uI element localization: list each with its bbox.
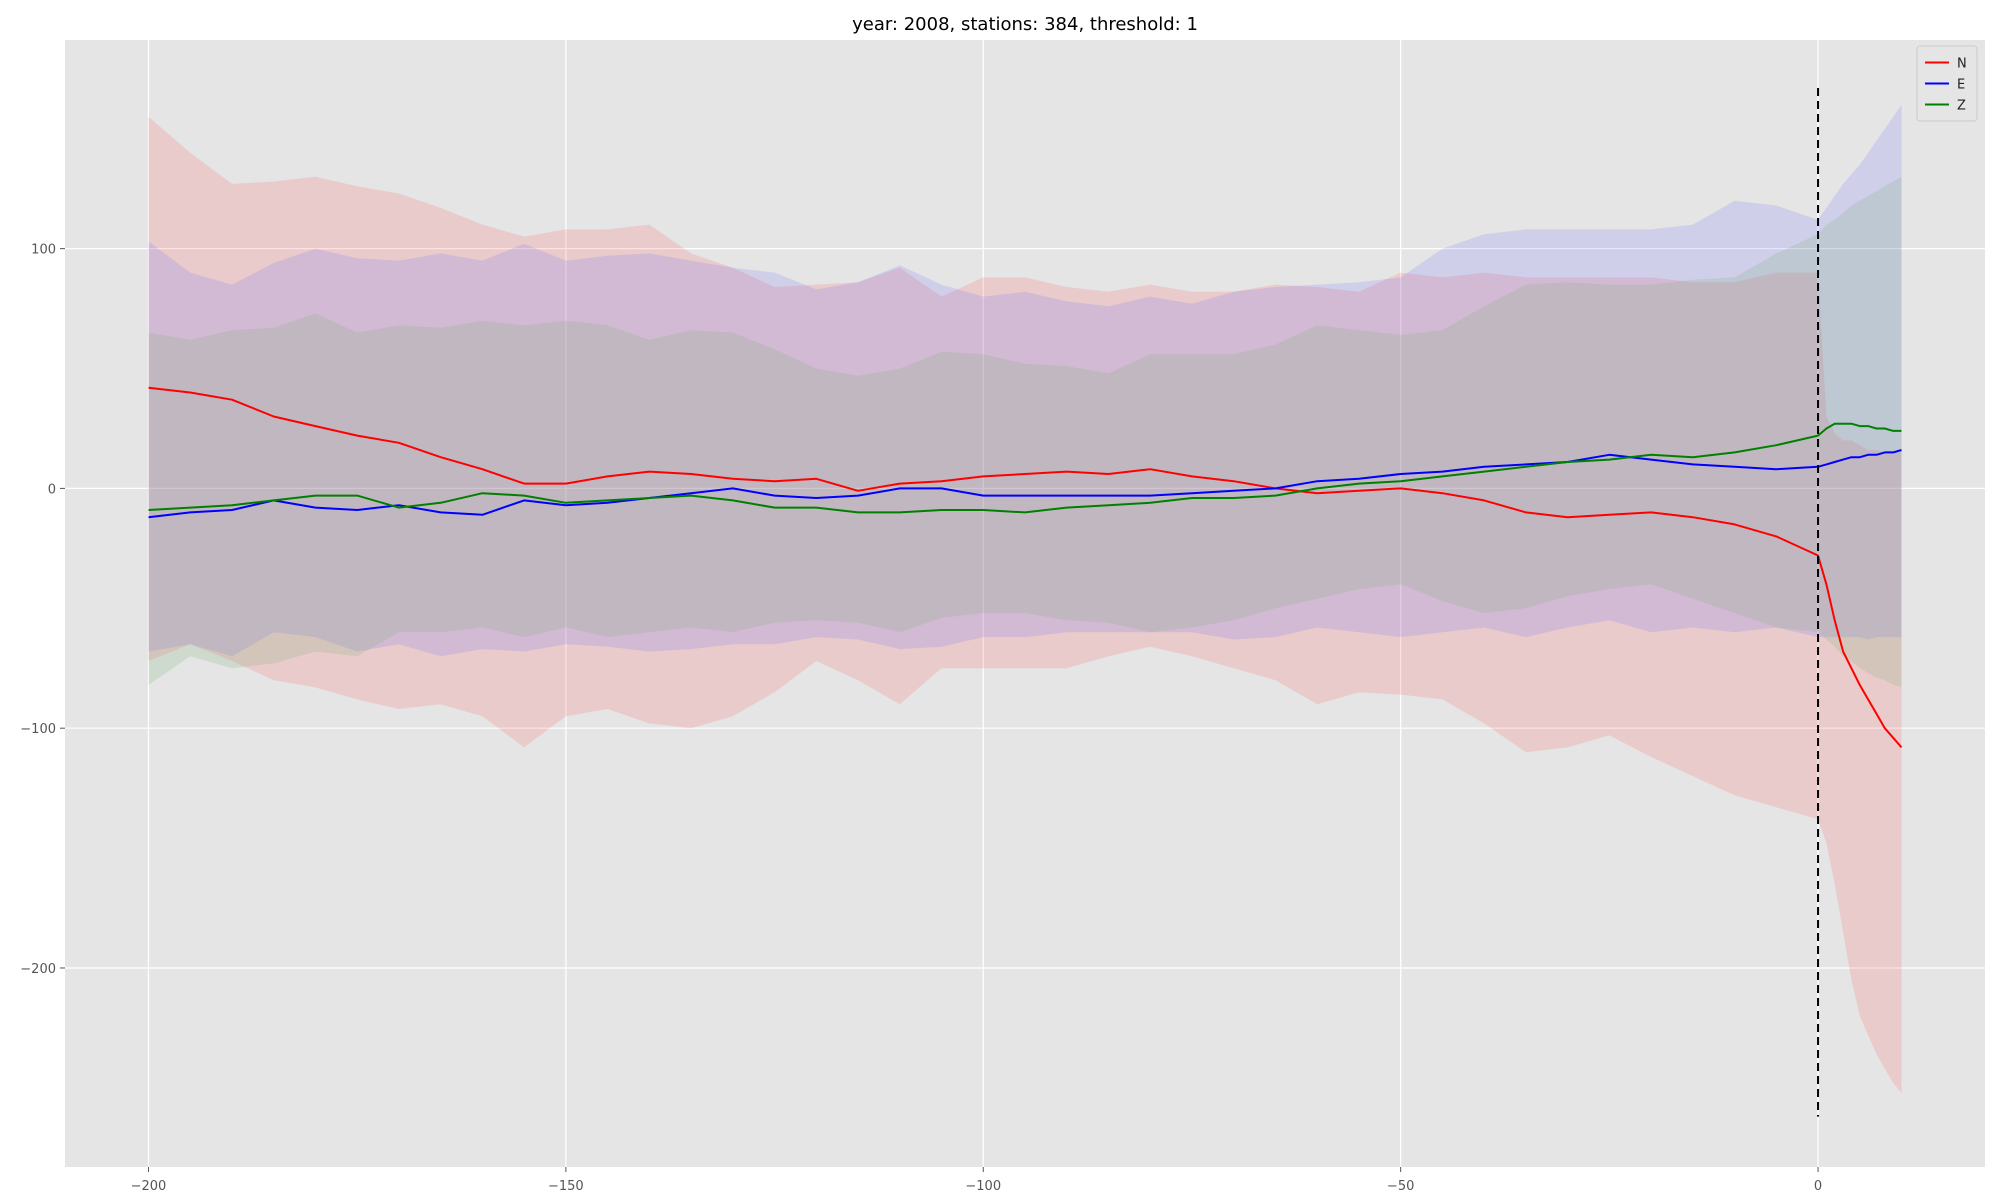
x-tick-label: −200 xyxy=(131,1179,167,1194)
x-tick-label: −150 xyxy=(548,1179,584,1194)
series-lines xyxy=(148,386,1903,749)
confidence-bands xyxy=(148,104,1902,1093)
y-tick-label: 100 xyxy=(31,243,56,258)
legend: NEZ xyxy=(1916,45,1978,122)
legend-label: E xyxy=(1957,78,1965,93)
legend-label: Z xyxy=(1957,99,1966,114)
grid-lines xyxy=(65,40,1985,1167)
series-line-e xyxy=(148,449,1902,519)
band-z xyxy=(148,176,1902,688)
legend-label: N xyxy=(1957,57,1967,72)
y-tick-label: −200 xyxy=(20,962,56,977)
y-tick-label: −100 xyxy=(20,722,56,737)
plot-area xyxy=(65,40,1985,1167)
series-line-z xyxy=(148,422,1902,514)
x-tick-label: 0 xyxy=(1814,1179,1822,1194)
band-e xyxy=(148,104,1902,657)
x-tick-label: −50 xyxy=(1387,1179,1414,1194)
chart-title: year: 2008, stations: 384, threshold: 1 xyxy=(852,14,1198,35)
x-tick-label: −100 xyxy=(965,1179,1001,1194)
band-n xyxy=(148,116,1902,1093)
series-line-n xyxy=(148,386,1903,749)
axis-ticks: −200 −150 −100 −50 0 −200 −100 0 100 xyxy=(20,243,1822,1194)
y-tick-label: 0 xyxy=(48,482,56,497)
